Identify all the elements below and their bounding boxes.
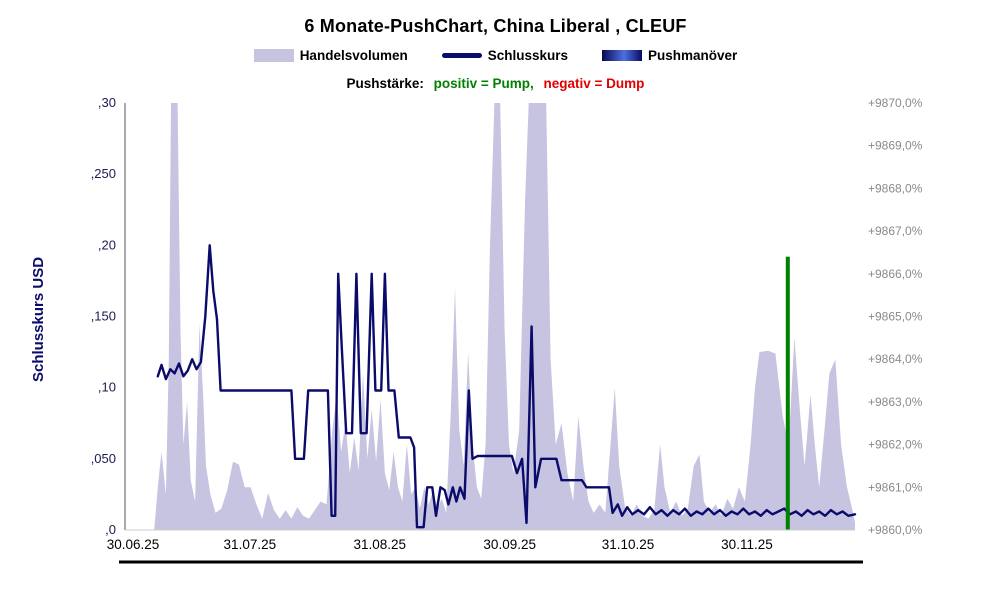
dump-label: negativ = Dump xyxy=(543,76,645,91)
svg-text:,050: ,050 xyxy=(91,451,116,466)
legend-item-volume: Handelsvolumen xyxy=(253,48,408,63)
legend-label-volume: Handelsvolumen xyxy=(299,48,408,63)
svg-text:,150: ,150 xyxy=(91,309,116,324)
svg-text:+9861,0%: +9861,0% xyxy=(868,480,923,494)
svg-text:,0: ,0 xyxy=(105,522,116,537)
legend-label-push: Pushmanöver xyxy=(648,48,738,63)
svg-text:+9862,0%: +9862,0% xyxy=(868,438,923,452)
svg-text:30.06.25: 30.06.25 xyxy=(107,537,160,552)
push-swatch-icon xyxy=(602,50,643,61)
svg-text:30.11.25: 30.11.25 xyxy=(721,537,773,552)
svg-text:+9865,0%: +9865,0% xyxy=(868,310,923,324)
legend-item-close: Schlusskurs xyxy=(441,48,569,63)
svg-text:30.09.25: 30.09.25 xyxy=(483,537,536,552)
legend-label-close: Schlusskurs xyxy=(487,48,569,63)
push-strength-note: Pushstärke: positiv = Pump, negativ = Du… xyxy=(0,76,991,91)
legend: Handelsvolumen Schlusskurs Pushmanöver xyxy=(0,48,991,63)
svg-text:,20: ,20 xyxy=(98,237,116,252)
svg-text:+9867,0%: +9867,0% xyxy=(868,224,923,238)
svg-text:,10: ,10 xyxy=(98,380,116,395)
svg-text:,30: ,30 xyxy=(98,95,116,110)
svg-text:+9866,0%: +9866,0% xyxy=(868,267,923,281)
pump-label: positiv = Pump, xyxy=(433,76,534,91)
svg-text:+9860,0%: +9860,0% xyxy=(868,523,923,537)
legend-item-push: Pushmanöver xyxy=(602,48,737,63)
svg-text:+9870,0%: +9870,0% xyxy=(868,96,923,110)
svg-text:+9864,0%: +9864,0% xyxy=(868,352,923,366)
chart-title: 6 Monate-PushChart, China Liberal , CLEU… xyxy=(304,16,687,36)
volume-swatch-icon xyxy=(253,49,294,62)
svg-text:+9863,0%: +9863,0% xyxy=(868,395,923,409)
svg-text:,250: ,250 xyxy=(91,166,116,181)
svg-text:31.07.25: 31.07.25 xyxy=(224,537,277,552)
svg-text:+9868,0%: +9868,0% xyxy=(868,181,923,195)
svg-text:31.08.25: 31.08.25 xyxy=(353,537,406,552)
svg-text:31.10.25: 31.10.25 xyxy=(602,537,655,552)
svg-text:+9869,0%: +9869,0% xyxy=(868,139,923,153)
close-line-swatch-icon xyxy=(441,53,482,58)
push-strength-prefix: Pushstärke: xyxy=(346,76,424,91)
